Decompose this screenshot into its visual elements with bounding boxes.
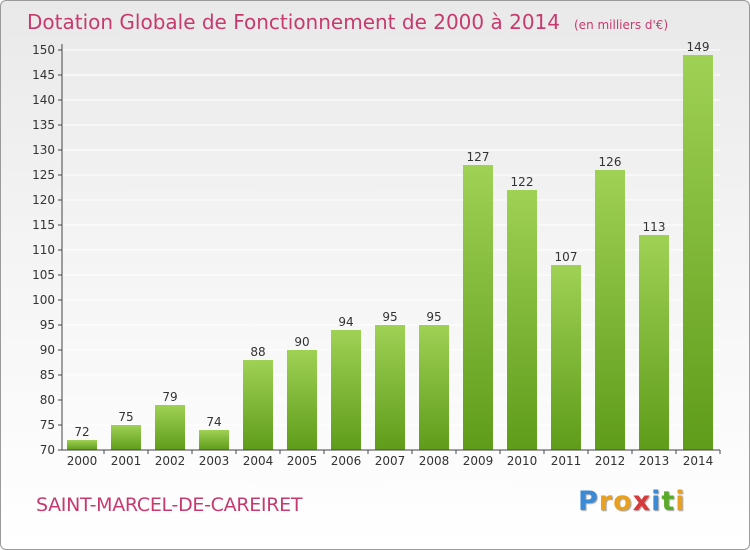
data-label: 95 — [382, 310, 397, 324]
commune-name: SAINT-MARCEL-DE-CAREIRET — [36, 494, 303, 516]
x-tick-label: 2010 — [507, 454, 538, 468]
bar — [507, 190, 537, 450]
bar — [243, 360, 273, 450]
bar — [111, 425, 141, 450]
x-tick-label: 2013 — [639, 454, 670, 468]
bar — [419, 325, 449, 450]
logo-letter: o — [613, 486, 633, 517]
y-tick-label: 75 — [40, 418, 55, 432]
data-label: 113 — [643, 220, 666, 234]
chart-subtitle: (en milliers d'€) — [574, 18, 669, 32]
y-tick-label: 70 — [40, 443, 55, 457]
logo-letter: t — [661, 486, 676, 517]
y-tick-label: 145 — [32, 68, 55, 82]
logo-letter: i — [675, 486, 686, 517]
bar — [375, 325, 405, 450]
x-tick-label: 2000 — [67, 454, 98, 468]
logo-letter: P — [578, 486, 599, 517]
y-tick-label: 105 — [32, 268, 55, 282]
y-tick-label: 110 — [32, 243, 55, 257]
y-tick-label: 90 — [40, 343, 55, 357]
x-tick-label: 2012 — [595, 454, 626, 468]
x-tick-label: 2005 — [287, 454, 318, 468]
y-tick-label: 135 — [32, 118, 55, 132]
bar — [463, 165, 493, 450]
x-tick-label: 2008 — [419, 454, 450, 468]
x-tick-label: 2009 — [463, 454, 494, 468]
data-label: 95 — [426, 310, 441, 324]
logo-letter: x — [632, 486, 652, 517]
proxiti-logo: Proxiti — [578, 486, 686, 517]
y-tick-label: 130 — [32, 143, 55, 157]
data-label: 126 — [599, 155, 622, 169]
x-tick-label: 2001 — [111, 454, 142, 468]
y-tick-label: 150 — [32, 43, 55, 57]
bar — [331, 330, 361, 450]
data-label: 90 — [294, 335, 309, 349]
y-tick-label: 120 — [32, 193, 55, 207]
data-label: 72 — [74, 425, 89, 439]
logo-letter: i — [651, 486, 662, 517]
bar — [287, 350, 317, 450]
y-tick-label: 85 — [40, 368, 55, 382]
data-label: 74 — [206, 415, 221, 429]
y-tick-label: 125 — [32, 168, 55, 182]
bar — [199, 430, 229, 450]
data-label: 94 — [338, 315, 353, 329]
bar — [639, 235, 669, 450]
data-label: 75 — [118, 410, 133, 424]
x-tick-label: 2011 — [551, 454, 582, 468]
data-label: 122 — [511, 175, 534, 189]
data-label: 88 — [250, 345, 265, 359]
bar — [155, 405, 185, 450]
x-tick-label: 2003 — [199, 454, 230, 468]
bar — [67, 440, 97, 450]
y-tick-label: 100 — [32, 293, 55, 307]
y-tick-label: 140 — [32, 93, 55, 107]
bar — [595, 170, 625, 450]
data-label: 79 — [162, 390, 177, 404]
y-tick-label: 95 — [40, 318, 55, 332]
y-tick-label: 115 — [32, 218, 55, 232]
x-tick-label: 2007 — [375, 454, 406, 468]
bars: 72 75 79 74 88 90 94 95 95 127 122 107 126 113 149 — [67, 40, 713, 450]
data-label: 127 — [467, 150, 490, 164]
data-label: 149 — [687, 40, 710, 54]
data-label: 107 — [555, 250, 578, 264]
logo-letter: r — [598, 486, 614, 517]
y-tick-label: 80 — [40, 393, 55, 407]
x-tick-label: 2014 — [683, 454, 714, 468]
x-tick-label: 2006 — [331, 454, 362, 468]
x-tick-label: 2002 — [155, 454, 186, 468]
chart-title-row: Dotation Globale de Fonctionnement de 20… — [27, 10, 668, 34]
chart-title: Dotation Globale de Fonctionnement de 20… — [27, 10, 560, 34]
axes: 70 75 80 85 90 95 100 105 110 115 120 125 130 135 140 1… — [32, 43, 721, 468]
bar — [683, 55, 713, 450]
bar — [551, 265, 581, 450]
x-tick-label: 2004 — [243, 454, 274, 468]
